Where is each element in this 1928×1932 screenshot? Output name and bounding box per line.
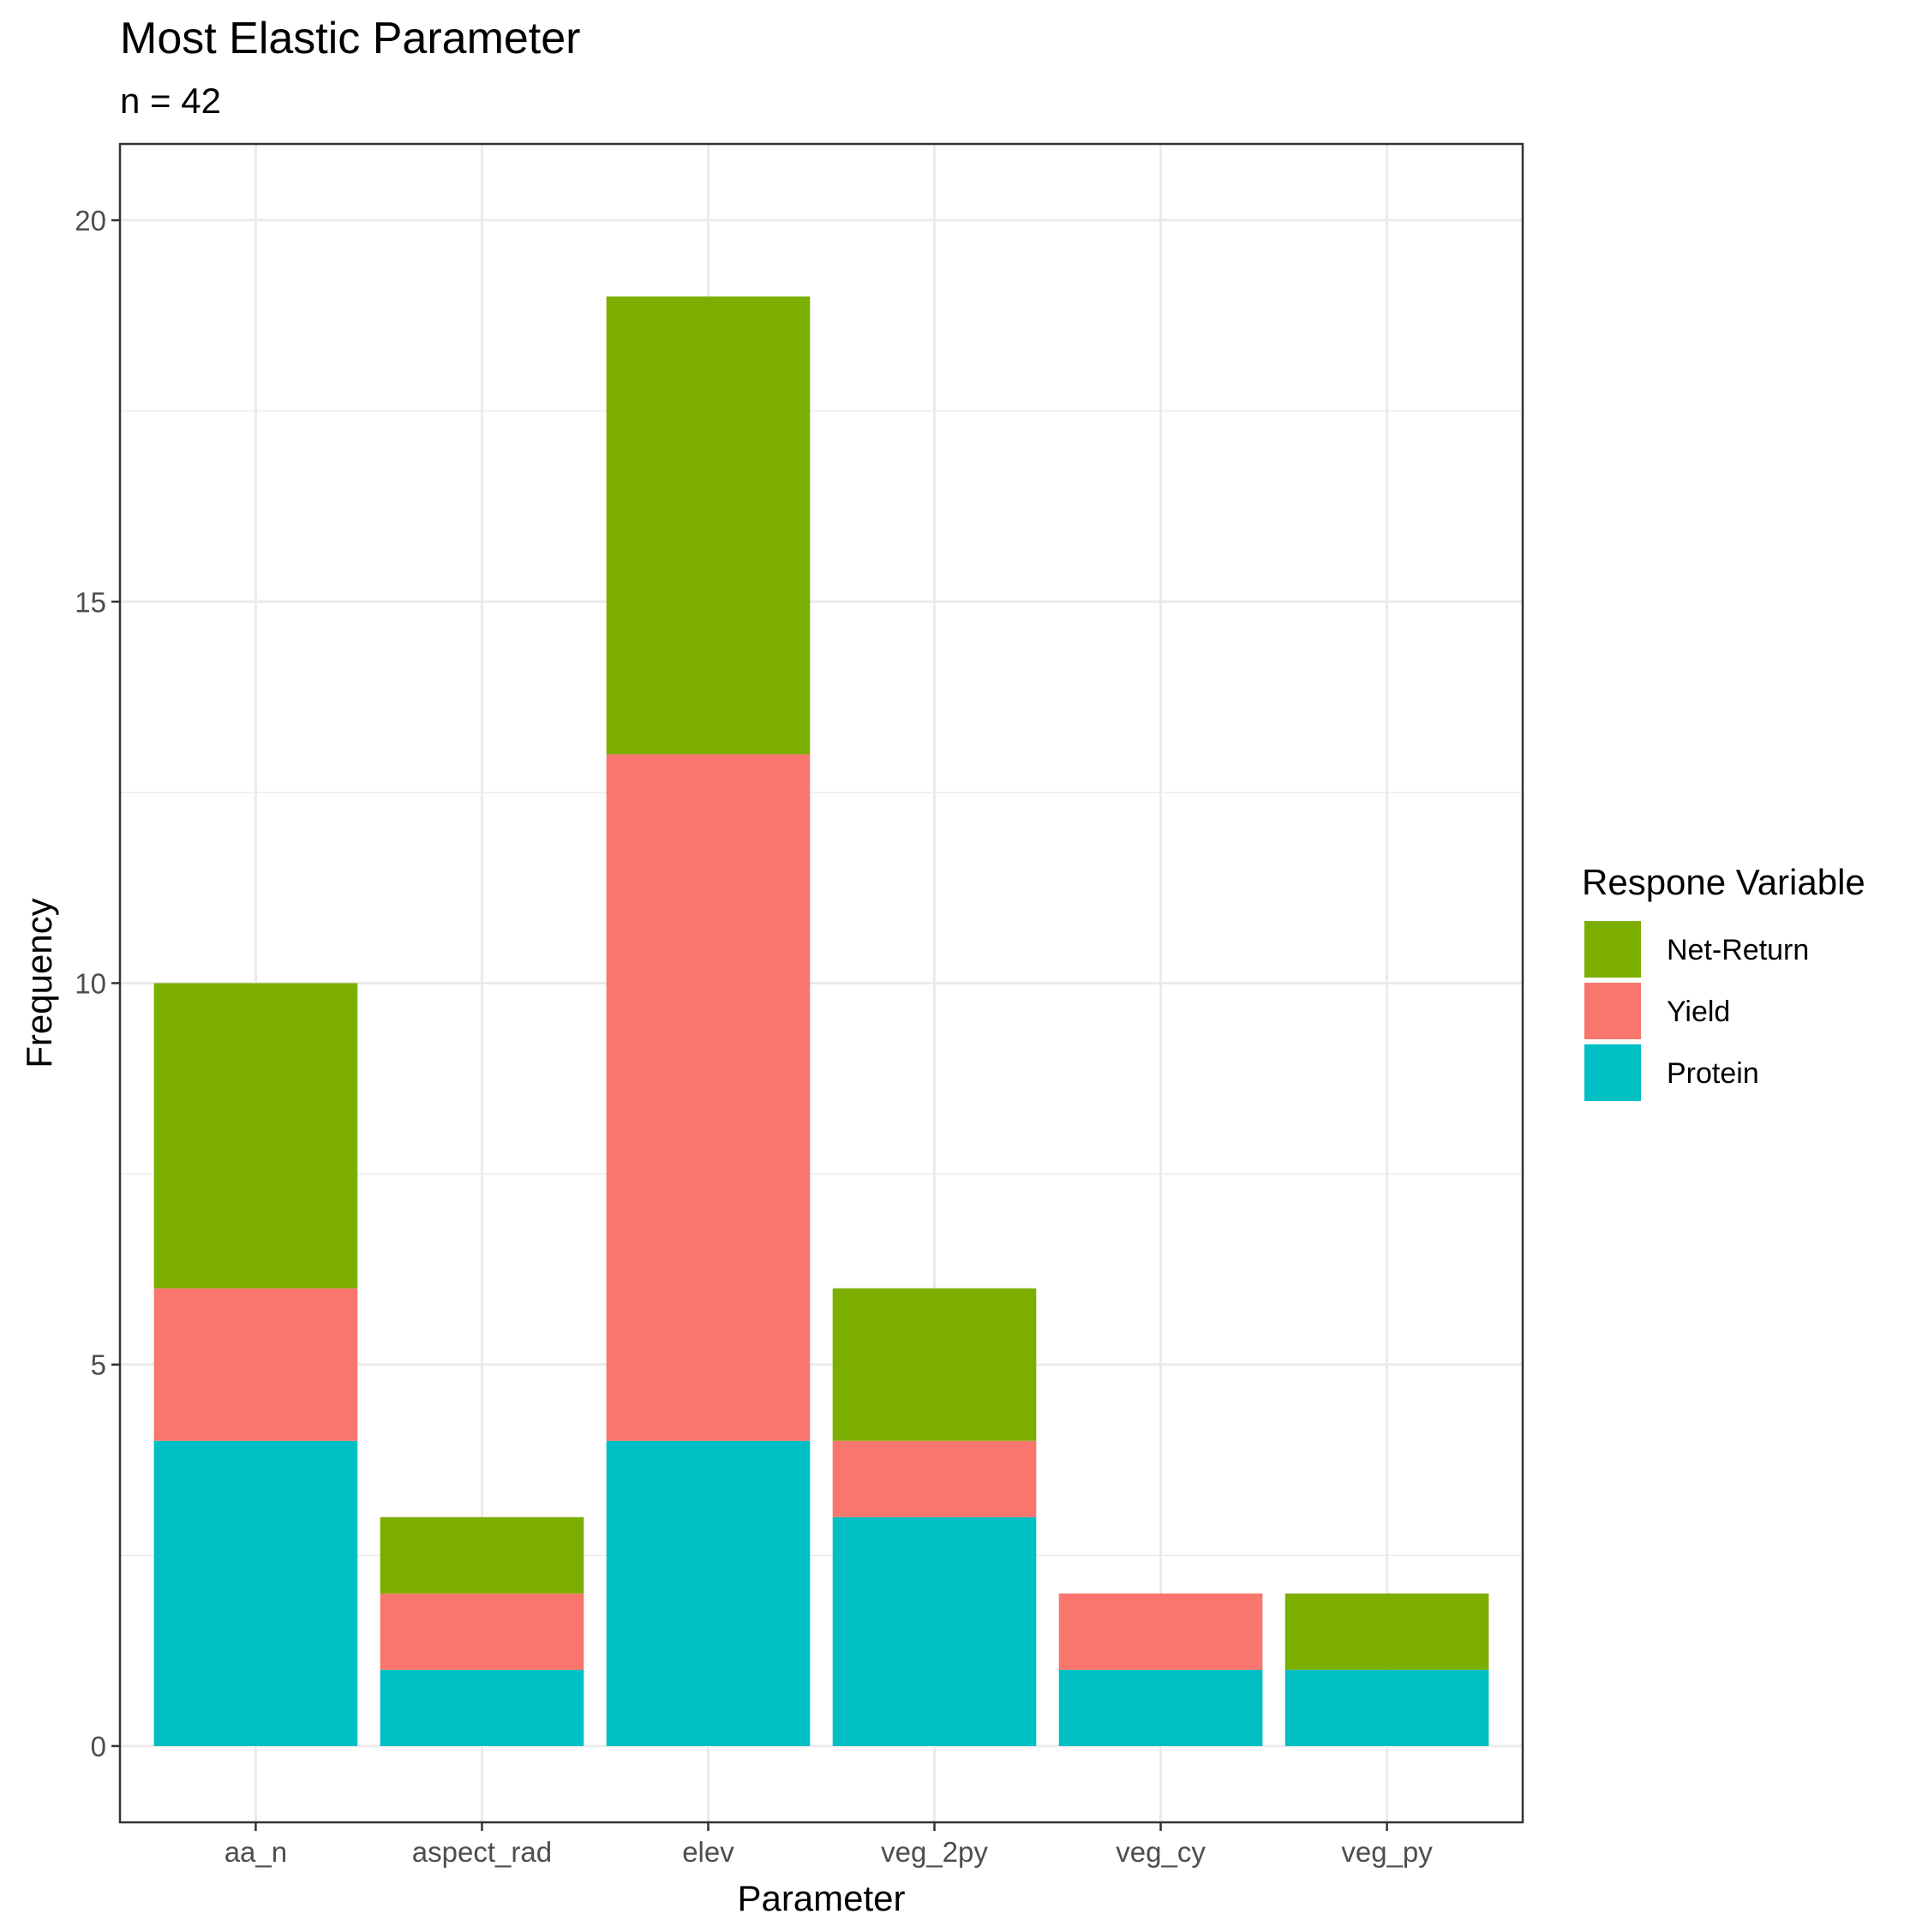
bar-net-return-veg_2py (832, 1288, 1037, 1441)
axes: 0 5 10 15 20 aa_n aspect_rad elev veg_2py veg_cy v… (75, 205, 1433, 1868)
bar-protein-veg_py (1284, 1669, 1489, 1746)
y-tick-label: 5 (91, 1349, 106, 1381)
bar-protein-veg_2py (832, 1516, 1037, 1746)
x-axis-title: Parameter (737, 1878, 905, 1918)
y-tick-label: 0 (91, 1731, 106, 1762)
legend-key-protein (1584, 1044, 1641, 1101)
x-tick-label: veg_py (1341, 1836, 1433, 1868)
x-tick-label: veg_2py (881, 1836, 988, 1868)
x-tick-label: veg_cy (1116, 1836, 1206, 1868)
bar-protein-elev (606, 1440, 811, 1746)
legend-title: Respone Variable (1582, 862, 1865, 902)
bar-protein-aspect_rad (380, 1669, 584, 1746)
bar-yield-veg_cy (1058, 1593, 1263, 1670)
legend: Respone Variable Net-Return Yield Protein (1582, 862, 1865, 1101)
bar-net-return-veg_py (1284, 1593, 1489, 1670)
x-tick-label: aspect_rad (412, 1836, 552, 1868)
bar-protein-veg_cy (1058, 1669, 1263, 1746)
bar-protein-aa_n (153, 1440, 358, 1746)
bar-yield-aa_n (153, 1288, 358, 1441)
chart-title: Most Elastic Parameter (120, 14, 581, 63)
bar-yield-veg_2py (832, 1440, 1037, 1517)
chart-subtitle: n = 42 (120, 81, 221, 121)
legend-label-net-return: Net-Return (1667, 934, 1809, 966)
bar-net-return-elev (606, 296, 811, 755)
y-tick-label: 10 (75, 968, 106, 1000)
bar-yield-elev (606, 754, 811, 1441)
x-tick-label: aa_n (225, 1836, 287, 1868)
legend-key-yield (1584, 983, 1641, 1039)
bars (153, 296, 1489, 1746)
y-tick-label: 15 (75, 586, 106, 618)
y-axis-title: Frequency (19, 898, 59, 1068)
legend-label-protein: Protein (1667, 1057, 1759, 1090)
legend-items: Net-Return Yield Protein (1584, 921, 1809, 1101)
y-tick-label: 20 (75, 205, 106, 236)
bar-net-return-aspect_rad (380, 1516, 584, 1594)
x-tick-label: elev (682, 1836, 734, 1868)
legend-label-yield: Yield (1667, 996, 1730, 1028)
legend-key-net-return (1584, 921, 1641, 978)
bar-yield-aspect_rad (380, 1593, 584, 1670)
bar-net-return-aa_n (153, 983, 358, 1289)
